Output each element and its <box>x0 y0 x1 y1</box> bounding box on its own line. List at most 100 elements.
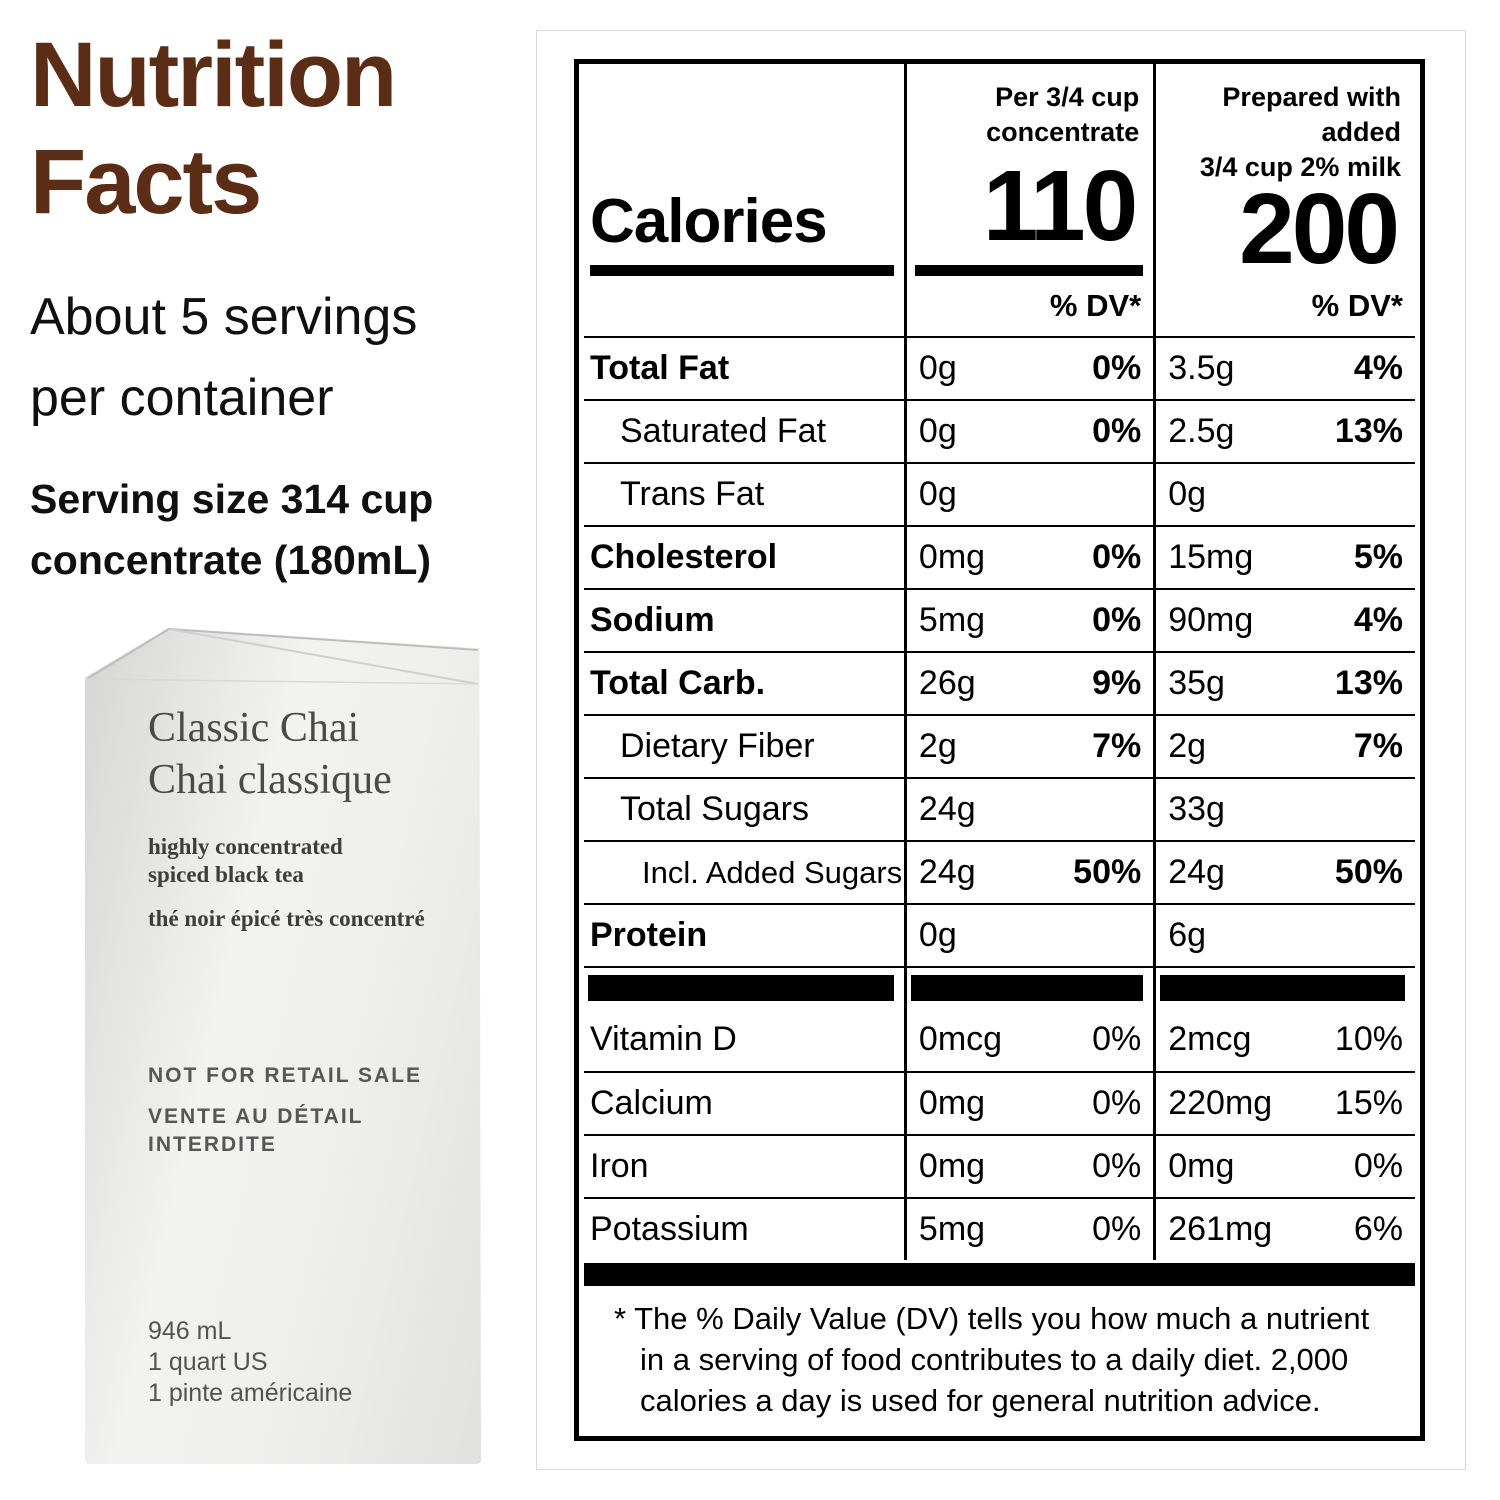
nutrient-c2-cell: 33g <box>1153 777 1415 840</box>
nutrient-label: Incl. Added Sugars <box>584 840 904 903</box>
col1-header-line-1: Per 3/4 cup <box>995 82 1140 112</box>
nutrient-c2-cell: 24g 50% <box>1153 840 1415 903</box>
servings-per-container: About 5 servings per container <box>30 277 520 438</box>
separator-bar-left <box>584 966 904 1008</box>
bottom-separator-bar <box>584 1263 1415 1286</box>
amount-value: 35g <box>1168 664 1225 702</box>
nutrient-c1-cell: 24g 50% <box>903 840 1154 903</box>
calories-label: Calories <box>590 187 828 256</box>
carton-volume-ml: 946 mL <box>148 1317 232 1345</box>
carton-volume-pinte: 1 pinte américaine <box>148 1379 353 1407</box>
amount-value: 3.5g <box>1168 349 1235 387</box>
nutrient-c2-cell: 0g <box>1153 462 1415 525</box>
amount-value: 0g <box>918 916 957 954</box>
amount-value: 0g <box>918 475 957 513</box>
daily-value-percent: 50% <box>1073 853 1142 891</box>
nutrient-label: Trans Fat <box>584 462 904 525</box>
nutrient-c2-cell: 0mg 0% <box>1153 1134 1415 1197</box>
nutrient-c1-cell: 0g <box>903 462 1154 525</box>
daily-value-percent: 4% <box>1353 601 1403 639</box>
calories-header-cell: Calories <box>584 64 904 276</box>
carton-desc-fr: thé noir épicé très concentré <box>148 906 425 931</box>
product-carton: Classic Chai Chai classique highly conce… <box>85 622 481 1464</box>
nutrient-label: Sodium <box>584 588 904 651</box>
nutrient-c2-cell: 15mg 5% <box>1153 525 1415 588</box>
nutrient-c2-cell: 2.5g 13% <box>1153 399 1415 462</box>
amount-value: 33g <box>1168 790 1225 828</box>
nutrient-c2-cell: 6g <box>1153 903 1415 966</box>
nutrient-c1-cell: 0mcg 0% <box>903 1008 1153 1071</box>
nutrition-label-panel: Calories Per 3/4 cup concentrate 110 Pre… <box>536 30 1466 1470</box>
amount-value: 6g <box>1168 916 1207 954</box>
amount-value: 2g <box>1168 727 1207 765</box>
nutrition-table: Calories Per 3/4 cup concentrate 110 Pre… <box>584 64 1415 1260</box>
nutrient-c2-cell: 2mcg 10% <box>1153 1008 1415 1071</box>
col2-dv-header: % DV* <box>1153 276 1415 336</box>
carton-desc-en-1: highly concentrated <box>148 834 343 859</box>
nutrient-label: Total Carb. <box>584 651 904 714</box>
col1-header-line-2: concentrate <box>986 117 1140 148</box>
carton-fold-lines <box>86 627 479 685</box>
separator-bar-mid <box>903 966 1154 1008</box>
carton-notice-en: NOT FOR RETAIL SALE <box>148 1064 423 1087</box>
nutrient-c1-cell: 26g 9% <box>903 651 1154 714</box>
nutrient-c2-cell: 220mg 15% <box>1153 1071 1415 1134</box>
carton-name-en: Classic Chai <box>148 705 360 751</box>
amount-value: 15mg <box>1168 538 1254 576</box>
col1-calories-value: 110 <box>982 149 1138 262</box>
carton-volume-quart: 1 quart US <box>148 1348 268 1376</box>
amount-value: 26g <box>918 664 976 702</box>
amount-value: 2.5g <box>1168 412 1235 450</box>
carton-notice-fr-2: INTERDITE <box>148 1133 277 1156</box>
daily-value-percent: 7% <box>1353 727 1403 765</box>
daily-value-percent: 10% <box>1334 1020 1403 1058</box>
amount-value: 90mg <box>1168 601 1254 639</box>
amount-value: 24g <box>918 790 976 828</box>
nutrient-label: Total Fat <box>584 336 904 399</box>
black-bar <box>910 975 1144 1001</box>
col1-calories-underline <box>914 265 1144 276</box>
daily-value-percent: 0% <box>1092 349 1142 387</box>
amount-value: 261mg <box>1168 1210 1273 1248</box>
daily-value-percent: 50% <box>1334 853 1403 891</box>
vitamin-label: Iron <box>584 1134 904 1197</box>
nutrition-facts-heading: Nutrition Facts <box>30 22 520 235</box>
carton-name-fr: Chai classique <box>148 757 392 803</box>
daily-value-percent: 0% <box>1092 538 1142 576</box>
nutrient-c1-cell: 5mg 0% <box>903 588 1154 651</box>
daily-value-percent: 0% <box>1092 1210 1142 1248</box>
footnote-line-3: calories a day is used for general nutri… <box>640 1382 1321 1418</box>
amount-value: 5mg <box>918 1210 986 1248</box>
daily-value-percent: 0% <box>1092 601 1142 639</box>
amount-value: 0g <box>918 349 957 387</box>
serving-size-line-1: Serving size 314 cup <box>30 475 434 522</box>
servings-line-2: per container <box>30 369 334 428</box>
amount-value: 0g <box>1168 475 1207 513</box>
daily-value-percent: 9% <box>1092 664 1142 702</box>
col2-header: Prepared with added 3/4 cup 2% milk <box>1164 80 1405 185</box>
heading-line-2: Facts <box>30 130 262 233</box>
serving-size-line-2: concentrate (180mL) <box>30 537 432 584</box>
nutrient-c1-cell: 5mg 0% <box>903 1197 1154 1260</box>
nutrient-c2-cell: 35g 13% <box>1153 651 1415 714</box>
col2-header-line-1: Prepared with added <box>1222 82 1401 148</box>
carton-desc-en-2: spiced black tea <box>148 862 304 887</box>
nutrient-c2-cell: 261mg 6% <box>1153 1197 1415 1260</box>
separator-bar-right <box>1153 966 1415 1008</box>
nutrient-c1-cell: 0g <box>903 903 1154 966</box>
amount-value: 24g <box>918 853 976 891</box>
daily-value-percent: 7% <box>1092 727 1142 765</box>
nutrient-c1-cell: 0mg 0% <box>903 1134 1154 1197</box>
nutrient-c2-cell: 90mg 4% <box>1153 588 1415 651</box>
daily-value-percent: 15% <box>1334 1084 1403 1122</box>
nutrient-c1-cell: 24g <box>903 777 1154 840</box>
col1-dv-header: % DV* <box>903 276 1153 336</box>
amount-value: 2mcg <box>1168 1020 1252 1058</box>
col1-header: Per 3/4 cup concentrate <box>915 80 1143 150</box>
amount-value: 0mg <box>918 538 986 576</box>
dv-header-spacer <box>584 276 904 336</box>
daily-value-percent: 5% <box>1353 538 1403 576</box>
daily-value-percent: 0% <box>1092 412 1142 450</box>
nutrient-c1-cell: 2g 7% <box>903 714 1154 777</box>
